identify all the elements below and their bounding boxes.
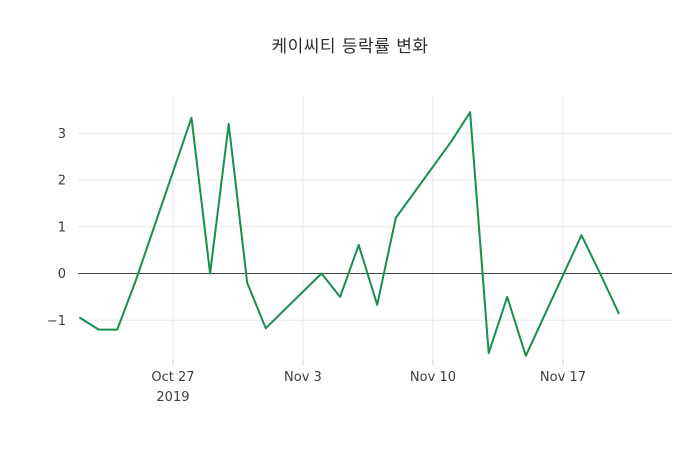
- chart-title: 케이씨티 등락률 변화: [271, 37, 429, 57]
- y-tick-label: −1: [47, 314, 66, 329]
- x-tick-sublabel: 2019: [156, 390, 189, 405]
- y-tick-label: 2: [58, 174, 66, 189]
- price-change-line: [79, 111, 620, 357]
- x-tick-label: Nov 10: [410, 370, 456, 385]
- x-tick-label: Nov 3: [284, 370, 322, 385]
- x-tick-label: Nov 17: [540, 370, 586, 385]
- x-tick-label: Oct 27: [151, 370, 194, 385]
- y-tick-label: 3: [58, 127, 66, 142]
- y-tick-label: 1: [58, 220, 66, 235]
- y-tick-label: 0: [58, 267, 66, 282]
